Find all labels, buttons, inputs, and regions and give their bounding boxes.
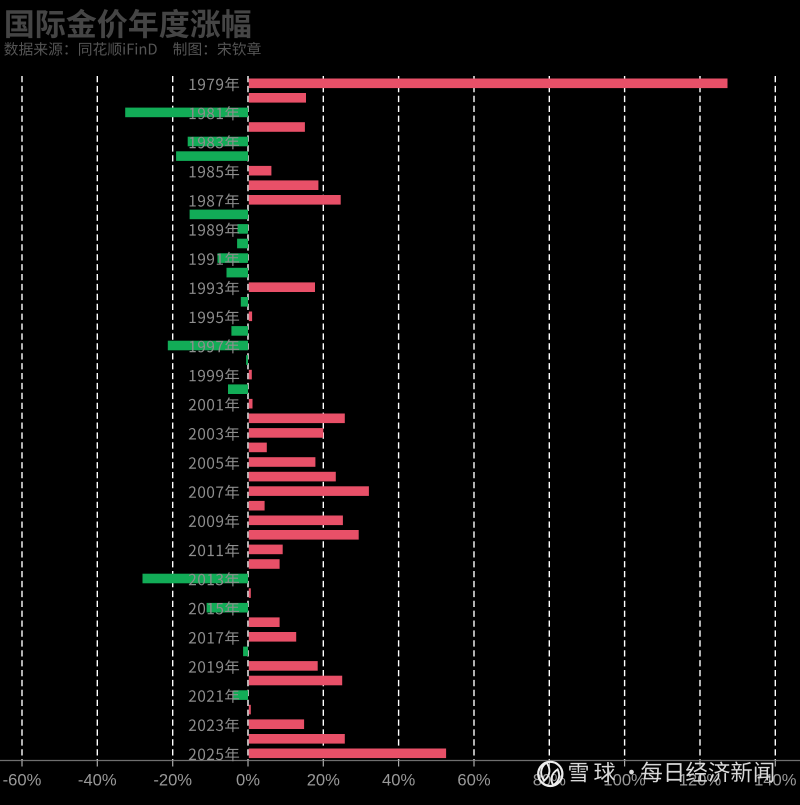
svg-text:-60%: -60% <box>3 771 42 790</box>
svg-text:20%: 20% <box>307 771 340 790</box>
svg-text:-40%: -40% <box>78 771 117 790</box>
svg-text:40%: 40% <box>382 771 415 790</box>
svg-text:60%: 60% <box>457 771 490 790</box>
svg-text:-20%: -20% <box>153 771 192 790</box>
svg-text:100%: 100% <box>603 771 646 790</box>
svg-text:0%: 0% <box>236 771 260 790</box>
svg-text:140%: 140% <box>754 771 797 790</box>
